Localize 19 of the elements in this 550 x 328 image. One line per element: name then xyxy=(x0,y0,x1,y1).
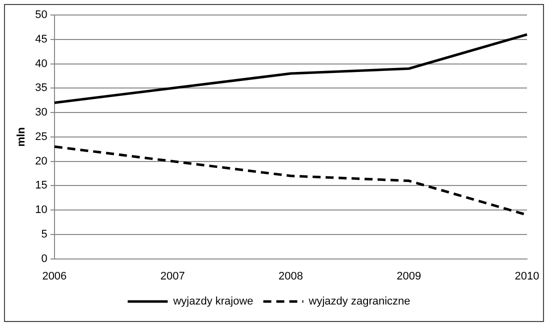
x-tick-label: 2006 xyxy=(42,270,67,282)
y-tick-label: 50 xyxy=(35,9,48,22)
legend-label: wyjazdy krajowe xyxy=(172,296,254,308)
x-tick-label: 2007 xyxy=(160,270,185,282)
y-tick-label: 40 xyxy=(35,58,48,70)
y-tick-label: 30 xyxy=(35,106,48,119)
y-tick-label: 10 xyxy=(35,204,48,216)
y-tick-label: 5 xyxy=(41,228,48,240)
y-tick-label: 20 xyxy=(35,155,48,168)
y-tick-label: 25 xyxy=(35,130,48,143)
x-tick-label: 2010 xyxy=(514,270,540,282)
y-tick-label: 0 xyxy=(41,252,48,265)
legend-label: wyjazdy zagraniczne xyxy=(308,296,410,308)
y-axis-title: mln xyxy=(16,126,28,147)
x-tick-label: 2008 xyxy=(278,270,303,282)
y-tick-label: 45 xyxy=(35,33,48,46)
x-tick-label: 2009 xyxy=(396,270,422,282)
y-tick-label: 15 xyxy=(35,180,48,192)
y-tick-label: 35 xyxy=(35,82,48,94)
